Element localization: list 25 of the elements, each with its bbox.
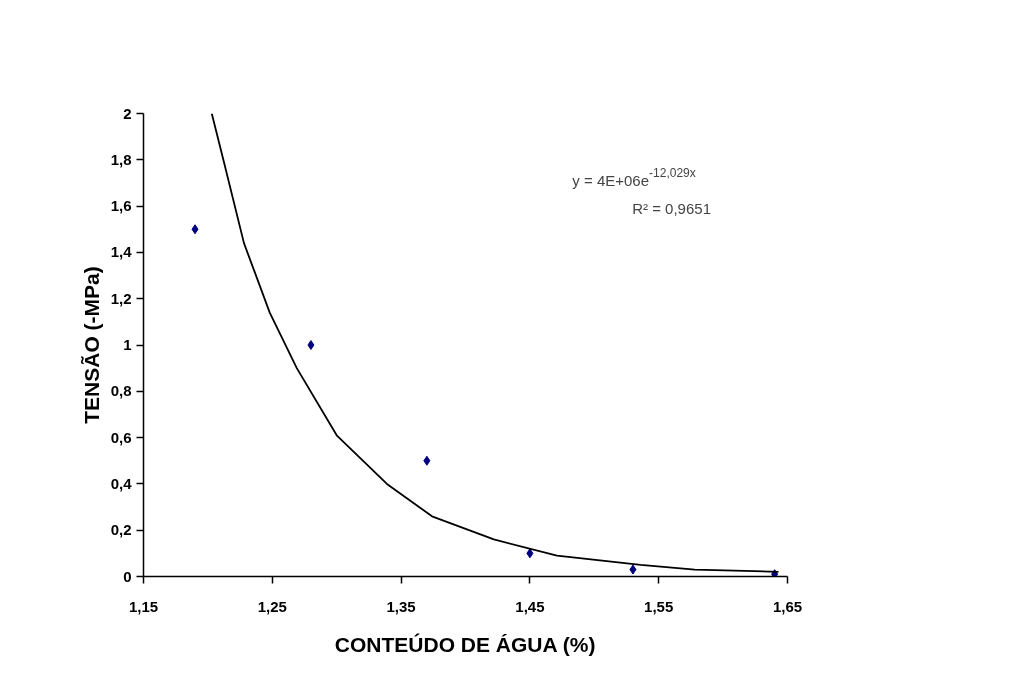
y-tick-label: 1,6 xyxy=(110,197,132,215)
x-tick-label: 1,15 xyxy=(128,597,159,615)
x-tick-label: 1,25 xyxy=(257,597,287,615)
y-tick-label: 1,4 xyxy=(110,243,133,261)
y-tick-label: 0,2 xyxy=(110,521,132,539)
y-tick-label: 0 xyxy=(123,567,132,585)
x-axis-title: CONTEÚDO DE ÁGUA (%) xyxy=(334,632,596,656)
y-tick-label: 0,4 xyxy=(110,474,133,492)
x-tick-label: 1,35 xyxy=(386,597,416,615)
y-tick-label: 0,8 xyxy=(110,382,132,400)
point xyxy=(423,455,431,466)
y-tick-label: 1,8 xyxy=(110,150,132,168)
y-tick-label: 0,6 xyxy=(110,428,132,446)
y-axis-title: TENSÃO (-MPa) xyxy=(79,266,103,424)
y-tick-label: 1 xyxy=(123,336,132,353)
annotation: R² = 0,9651 xyxy=(632,199,711,217)
point xyxy=(307,340,315,350)
x-tick-label: 1,65 xyxy=(772,597,803,615)
point xyxy=(629,564,637,575)
x-tick-label: 1,45 xyxy=(515,597,545,615)
point xyxy=(191,224,199,235)
y-tick-label: 2 xyxy=(123,104,132,122)
point xyxy=(526,548,534,559)
x-tick-label: 1,55 xyxy=(644,597,674,615)
y-tick-label: 1,2 xyxy=(110,289,132,307)
